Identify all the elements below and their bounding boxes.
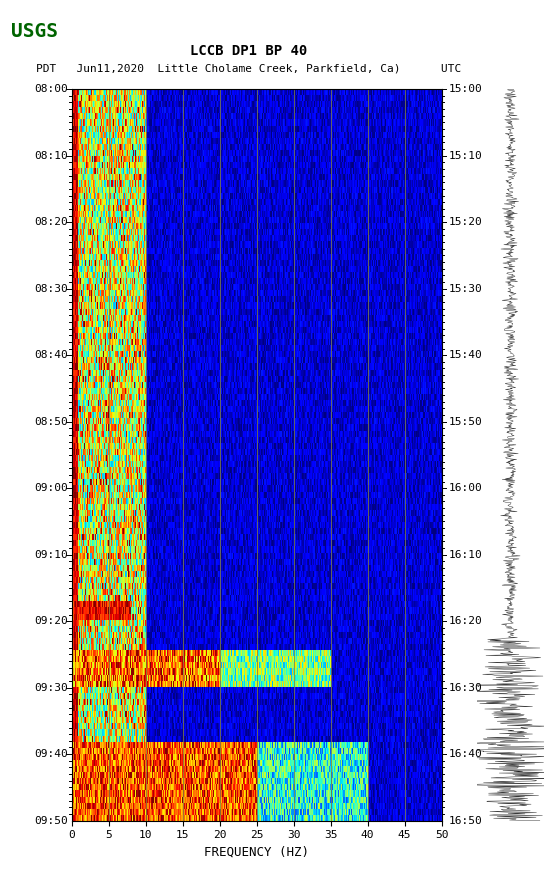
Text: USGS: USGS (11, 22, 58, 41)
Text: 08:30: 08:30 (34, 284, 68, 293)
Text: 15:00: 15:00 (448, 84, 482, 95)
Text: 08:50: 08:50 (34, 417, 68, 426)
Text: 16:50: 16:50 (448, 815, 482, 826)
Text: 16:40: 16:40 (448, 749, 482, 759)
Text: 08:20: 08:20 (34, 217, 68, 227)
Text: 09:30: 09:30 (34, 682, 68, 693)
Text: 15:50: 15:50 (448, 417, 482, 426)
Text: 16:10: 16:10 (448, 549, 482, 559)
Text: 15:20: 15:20 (448, 217, 482, 227)
Text: PDT   Jun11,2020  Little Cholame Creek, Parkfield, Ca)      UTC: PDT Jun11,2020 Little Cholame Creek, Par… (36, 63, 461, 73)
Text: 16:00: 16:00 (448, 483, 482, 493)
Text: 08:40: 08:40 (34, 351, 68, 360)
Text: 09:40: 09:40 (34, 749, 68, 759)
Text: LCCB DP1 BP 40: LCCB DP1 BP 40 (190, 44, 307, 58)
Text: 15:10: 15:10 (448, 151, 482, 161)
Text: 09:50: 09:50 (34, 815, 68, 826)
Text: 09:10: 09:10 (34, 549, 68, 559)
X-axis label: FREQUENCY (HZ): FREQUENCY (HZ) (204, 846, 309, 859)
Text: 16:30: 16:30 (448, 682, 482, 693)
Text: 08:00: 08:00 (34, 84, 68, 95)
Text: 15:30: 15:30 (448, 284, 482, 293)
Text: 15:40: 15:40 (448, 351, 482, 360)
Text: 09:20: 09:20 (34, 616, 68, 626)
Text: 09:00: 09:00 (34, 483, 68, 493)
Text: 16:20: 16:20 (448, 616, 482, 626)
Text: 08:10: 08:10 (34, 151, 68, 161)
